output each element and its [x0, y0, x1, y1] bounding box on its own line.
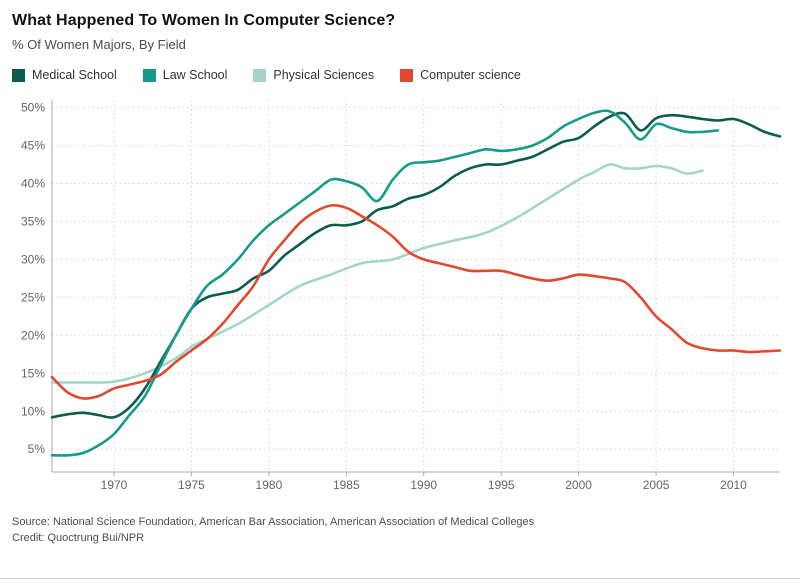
y-axis-tick-label: 30% [21, 252, 45, 266]
chart-legend: Medical School Law School Physical Science… [12, 68, 788, 82]
legend-item-medical-school: Medical School [12, 68, 117, 82]
x-axis-tick-label: 1975 [178, 478, 205, 492]
legend-label: Law School [162, 68, 228, 82]
x-axis-tick-label: 1995 [488, 478, 515, 492]
legend-swatch-law-school [142, 68, 156, 82]
x-axis-tick-label: 2005 [643, 478, 670, 492]
chart-canvas: 5% 10% 15% 20% 25% 30% 35% 40% 45% 50% 1970 1975 198… [21, 100, 782, 492]
y-axis-tick-label: 20% [21, 328, 45, 342]
series-line-medical-school [50, 111, 782, 419]
x-axis-tick-label: 1970 [101, 478, 128, 492]
series-line-computer-science [50, 204, 782, 400]
y-axis-tick-label: 45% [21, 139, 45, 153]
bottom-divider [0, 578, 800, 579]
legend-item-physical-sciences: Physical Sciences [253, 68, 374, 82]
chart-subtitle: % Of Women Majors, By Field [12, 37, 186, 52]
legend-item-law-school: Law School [142, 68, 228, 82]
y-axis-tick-label: 35% [21, 215, 45, 229]
x-axis-tick-label: 1980 [256, 478, 283, 492]
legend-swatch-medical-school [12, 68, 25, 82]
y-axis-tick-label: 10% [21, 404, 45, 418]
series-line-law-school [50, 109, 720, 457]
x-axis-tick-label: 2010 [720, 478, 747, 492]
y-axis-tick-label: 15% [21, 366, 45, 380]
legend-item-computer-science: Computer science [400, 68, 521, 82]
x-axis-tick-label: 1990 [410, 478, 437, 492]
y-axis-tick-label: 50% [21, 101, 45, 115]
y-axis-tick-label: 25% [21, 290, 45, 304]
y-axis-tick-label: 5% [28, 442, 46, 456]
x-axis-tick-label: 1985 [333, 478, 360, 492]
credit-text: Credit: Quoctrung Bui/NPR [12, 531, 145, 544]
legend-label: Computer science [420, 68, 521, 82]
source-text: Source: National Science Foundation, Ame… [12, 516, 535, 528]
page-title: What Happened To Women In Computer Scien… [12, 12, 396, 29]
line-chart: 5% 10% 15% 20% 25% 30% 35% 40% 45% 50% 1970 1975 198… [12, 92, 788, 505]
chart-footer: Source: National Science Foundation, Ame… [12, 515, 788, 547]
series-line-physical-sciences [50, 163, 704, 384]
legend-swatch-physical-sciences [253, 68, 267, 82]
legend-label: Medical School [32, 68, 117, 82]
legend-swatch-computer-science [400, 68, 414, 82]
x-axis-tick-label: 2000 [565, 478, 592, 492]
y-axis-tick-label: 40% [21, 177, 45, 191]
legend-label: Physical Sciences [273, 68, 375, 82]
